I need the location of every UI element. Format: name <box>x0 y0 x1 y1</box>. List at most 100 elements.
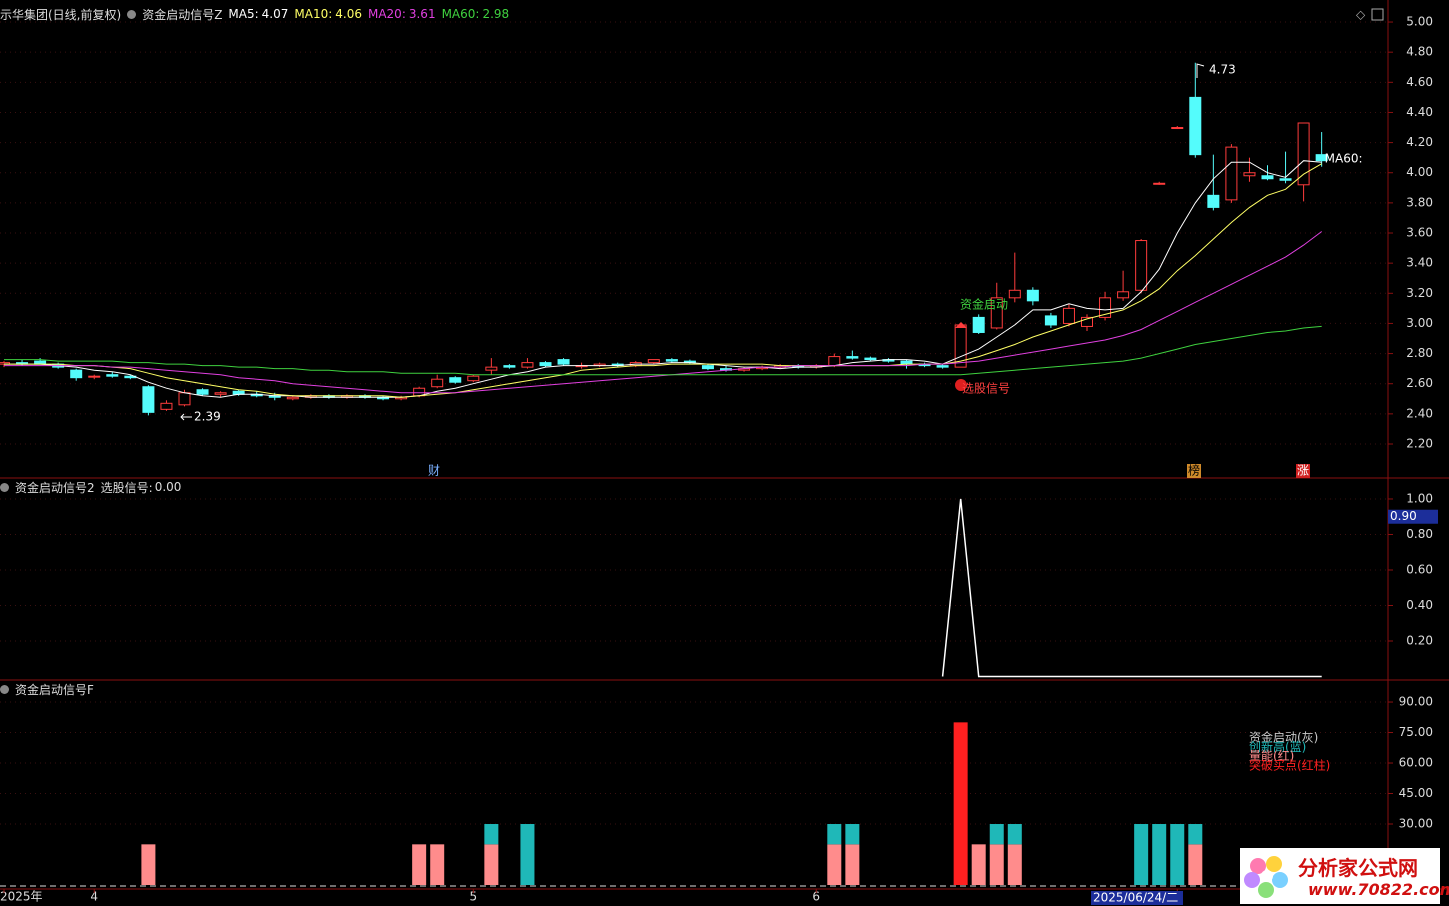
candle-body <box>178 392 191 406</box>
annotation: 2.39 <box>194 410 221 424</box>
candle-body <box>1044 315 1057 326</box>
y-tick-label: 2.80 <box>1406 346 1433 360</box>
candle-body <box>503 365 516 368</box>
title: 资金启动信号F <box>15 682 94 697</box>
candle-body <box>286 396 299 400</box>
candle-body <box>1062 307 1075 324</box>
legend-item: MA10: 4.06 <box>294 7 362 21</box>
icon <box>127 9 137 19</box>
bar <box>1188 824 1203 845</box>
candle-body <box>467 375 480 382</box>
candle-body <box>936 365 949 368</box>
candle-body <box>1026 289 1039 302</box>
bar <box>971 844 986 885</box>
candle-body <box>846 356 859 359</box>
annotation-bg <box>1187 464 1201 478</box>
y-tick-label: 3.40 <box>1406 256 1433 270</box>
bar <box>412 844 427 885</box>
candle-body <box>1171 127 1184 130</box>
x-tick-label: 2025年 <box>0 890 43 904</box>
candle-body <box>1261 175 1274 180</box>
crosshair-value: 0.90 <box>1390 509 1417 523</box>
bar <box>953 722 968 885</box>
legend-name: MA20: <box>367 7 406 21</box>
y-tick-label: 4.00 <box>1406 165 1433 179</box>
candle-body <box>1117 291 1130 299</box>
bar <box>827 844 842 885</box>
series-line <box>4 231 1323 394</box>
logo-icon <box>1244 856 1288 898</box>
line-label: MA60: <box>1325 152 1363 166</box>
y-tick-label: 3.60 <box>1406 226 1433 240</box>
y-tick-label: 0.20 <box>1406 633 1433 647</box>
bar <box>1152 824 1167 885</box>
legend-item: MA5: 4.07 <box>228 7 288 21</box>
legend-item: 创新高(蓝) <box>1249 739 1306 754</box>
icon[interactable]: ◇ <box>1356 8 1366 22</box>
y-tick-label: 75.00 <box>1399 725 1433 739</box>
candle-body <box>1315 154 1328 162</box>
bar <box>989 824 1004 845</box>
candle-body <box>665 359 678 362</box>
signal-arrow <box>955 322 967 328</box>
legend-item: MA20: 3.61 <box>368 7 436 21</box>
icon <box>0 482 9 492</box>
candle-body <box>70 369 83 379</box>
candle-body <box>485 366 498 371</box>
candle-body <box>1008 289 1021 299</box>
bar <box>1007 844 1022 885</box>
legend-item: 资金启动(灰) <box>1249 730 1318 745</box>
annotation: 涨 <box>1297 463 1309 478</box>
y-tick-label: 4.20 <box>1406 135 1433 149</box>
y-tick-label: 0.40 <box>1406 598 1433 612</box>
legend-value: 4.07 <box>261 7 289 21</box>
legend-name: MA60: <box>441 7 480 21</box>
candle-body <box>160 402 173 410</box>
marker-line <box>180 413 192 421</box>
candle-body <box>1243 172 1256 177</box>
series-line <box>4 160 1322 398</box>
candle-body <box>196 389 209 395</box>
crosshair-bg <box>1388 509 1438 524</box>
x-tick-label: 6 <box>812 890 820 904</box>
title: 资金启动信号2 <box>15 480 95 495</box>
bar <box>845 824 860 845</box>
legend-name: MA5: <box>228 7 259 21</box>
bar <box>1170 824 1185 885</box>
logo-title: 分析家公式网 <box>1298 856 1418 880</box>
candle-body <box>142 386 155 413</box>
bar <box>484 844 499 885</box>
crosshair-bg <box>1091 891 1183 905</box>
annotation: 财 <box>428 464 440 478</box>
candle-body <box>539 362 552 367</box>
bar <box>1188 844 1203 885</box>
bar <box>141 844 156 885</box>
y-tick-label: 4.60 <box>1406 75 1433 89</box>
candle-body <box>449 377 462 383</box>
candle-body <box>864 357 877 361</box>
y-tick-label: 2.60 <box>1406 376 1433 390</box>
bar <box>845 844 860 885</box>
candle-body <box>557 359 570 365</box>
legend-value: 3.61 <box>408 7 436 21</box>
icon <box>0 684 9 694</box>
y-tick-label: 4.80 <box>1406 45 1433 59</box>
candle-body <box>1225 146 1238 201</box>
series-line <box>4 163 1322 398</box>
x-tick-label: 5 <box>469 890 477 904</box>
y-tick-label: 60.00 <box>1399 756 1433 770</box>
candle-body <box>431 378 444 388</box>
y-tick-label: 30.00 <box>1399 817 1433 831</box>
candle-body <box>1081 316 1093 327</box>
y-tick-label: 3.00 <box>1406 316 1433 330</box>
header: 资金启动信号F <box>0 681 94 697</box>
icon[interactable] <box>1371 8 1384 21</box>
legend-value: 2.98 <box>482 7 510 21</box>
signal-dot <box>955 379 967 391</box>
legend-value: 4.06 <box>335 7 362 21</box>
header: 资金启动信号2 选股信号: 0.00 <box>0 479 181 495</box>
legend-item: 突破买点(红柱) <box>1249 757 1330 772</box>
candle-body <box>972 316 985 333</box>
legend-name: MA10: <box>294 7 333 21</box>
